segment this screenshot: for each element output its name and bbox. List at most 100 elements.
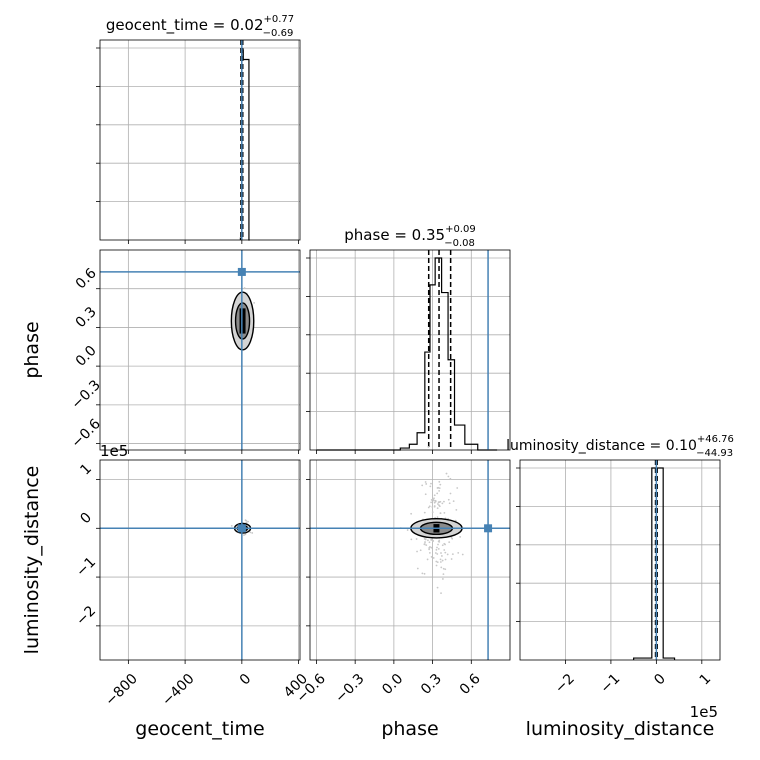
panel-ldist-phase-point-159 (430, 482, 432, 485)
hist-ph-step (316, 257, 498, 451)
panel-ldist-phase-point-109 (440, 552, 442, 554)
panel-ldist-geocent-point-10 (251, 532, 254, 534)
panel-ldist-phase-point-176 (427, 539, 429, 542)
panel-ldist-phase-point-74 (436, 516, 439, 519)
panel-ldist-geocent: −800 −400 0 400−2−101 (73, 459, 311, 709)
ylabel-luminosity_distance: luminosity_distance (21, 466, 43, 655)
panel-ldist-phase-point-113 (430, 501, 433, 504)
panel-ldist-phase-point-25 (433, 494, 436, 497)
panel-ldist-phase-point-27 (456, 487, 459, 489)
panel-ldist-phase-point-145 (438, 540, 441, 543)
panel-ldist-phase-point-42 (444, 558, 447, 561)
panel-ldist-phase-point-8 (438, 487, 441, 490)
panel-ldist-phase-border (309, 459, 511, 661)
xlabel-luminosity_distance: luminosity_distance (526, 718, 715, 740)
panel-ldist-phase-point-147 (438, 539, 441, 542)
panel-ldist-geocent-point-88 (245, 520, 248, 522)
panel-ldist-phase-point-22 (406, 529, 409, 531)
panel-ldist-phase-point-65 (432, 557, 435, 559)
panel-ldist-phase-point-131 (459, 535, 462, 538)
panel-ldist-phase-point-82 (423, 511, 426, 514)
panel-ldist-phase-point-137 (440, 555, 443, 557)
panel-ldist-phase-point-130 (448, 541, 451, 544)
panel-ldist-geocent-point-42 (247, 520, 249, 523)
panel-ldist-phase-point-121 (436, 561, 439, 564)
panel-ldist-phase-point-170 (430, 538, 432, 541)
xlabel-geocent_time: geocent_time (135, 718, 264, 740)
panel-ldist-phase-point-91 (433, 499, 435, 502)
panel-ldist-phase-point-177 (438, 490, 441, 492)
panel-ldist-phase-point-52 (436, 546, 438, 549)
panel-ldist-geocent-truth-marker (237, 524, 246, 533)
panel-ldist-geocent-point-84 (230, 524, 233, 527)
panel-ldist-phase-point-122 (455, 508, 458, 511)
panel-ldist-phase-point-164 (424, 481, 427, 483)
panel-ldist-phase-point-47 (440, 592, 442, 595)
panel-ldist-phase-point-123 (425, 483, 428, 485)
panel-ldist-phase-point-72 (436, 586, 439, 589)
panel-ldist-phase-point-154 (452, 500, 455, 503)
panel-ldist-phase-bg (310, 460, 510, 660)
panel-ldist-phase-point-14 (436, 492, 439, 495)
panel-ldist-phase-point-37 (428, 548, 431, 551)
panel-ldist-phase-point-87 (457, 551, 460, 554)
panel-ldist-phase-point-100 (426, 558, 429, 561)
panel-ldist-phase-point-129 (433, 505, 436, 507)
panel-ldist-phase-point-110 (439, 512, 442, 515)
panel-ldist-phase-point-4 (437, 543, 439, 546)
panel-ldist-phase-point-156 (442, 567, 445, 570)
panel-ldist-phase-point-71 (430, 499, 433, 501)
panel-ldist-phase-point-28 (441, 578, 444, 580)
panel-ldist-phase-point-70 (424, 541, 426, 543)
panel-ldist-phase-point-116 (439, 561, 442, 563)
panel-ldist-phase-point-150 (428, 505, 431, 508)
panel-ldist-phase-point-127 (428, 541, 431, 544)
panel-ldist-phase-point-38 (441, 502, 444, 505)
panel-ldist-phase-point-21 (441, 559, 444, 562)
panel-ldist-phase-point-160 (443, 511, 446, 514)
panel-ldist-phase-point-67 (451, 537, 454, 540)
panel-ldist-phase-point-135 (449, 492, 452, 495)
panel-ldist-phase-point-125 (448, 502, 451, 505)
panel-ldist-phase-point-73 (445, 472, 448, 475)
panel-ldist-phase-point-35 (449, 477, 452, 480)
hist-ld-border (519, 459, 721, 661)
panel-ldist-phase: −0.6 −0.3 0.0 0.3 0.6 (294, 446, 511, 706)
panel-phase-geocent: −0.6−0.30.00.30.6 (69, 249, 301, 454)
panel-ldist-phase-point-157 (435, 548, 438, 551)
panel-ldist-geocent-point-16 (243, 534, 245, 536)
panel-ldist-phase-point-111 (440, 566, 443, 569)
panel-ldist-phase-point-10 (427, 446, 430, 448)
panel-ldist-phase-point-112 (428, 551, 431, 554)
panel-ldist-phase-point-15 (434, 552, 437, 554)
panel-ldist-phase-point-140 (438, 504, 440, 507)
panel-ldist-phase-point-12 (430, 556, 433, 558)
panel-ldist-phase-point-151 (416, 567, 419, 570)
hist-gt: geocent_time = 0.02+0.77 −0.69 (96, 14, 301, 244)
panel-ldist-phase-point-84 (437, 501, 440, 504)
panel-phase-geocent-point-71 (253, 301, 256, 304)
panel-ldist-phase-point-141 (432, 540, 435, 542)
panel-ldist-phase-point-161 (443, 549, 446, 551)
panel-ldist-phase-point-108 (410, 512, 413, 515)
panel-ldist-phase-point-79 (436, 507, 439, 510)
panel-ldist-phase-point-58 (416, 550, 418, 553)
panel-ldist-phase-point-114 (442, 573, 445, 575)
panel-ldist-phase-point-24 (423, 572, 426, 575)
xlabel-phase: phase (381, 718, 438, 740)
panel-ldist-phase-point-149 (436, 487, 439, 489)
hist-ph-bg (310, 250, 510, 450)
panel-ldist-phase-point-3 (431, 506, 434, 508)
panel-ldist-phase-point-31 (437, 548, 440, 550)
panel-ldist-phase-point-105 (447, 475, 450, 478)
panel-ldist-phase-point-5 (427, 506, 430, 509)
panel-ldist-phase-point-172 (438, 480, 441, 483)
panel-ldist-phase-point-94 (430, 546, 433, 549)
panel-ldist-phase-point-85 (444, 551, 447, 554)
hist-gt-bg (100, 40, 300, 240)
panel-ldist-phase-point-76 (446, 553, 449, 556)
panel-ldist-phase-point-36 (419, 549, 422, 552)
panel-ldist-phase-point-175 (423, 543, 426, 545)
panel-ldist-phase-truth-marker (484, 524, 493, 533)
ylabel-phase: phase (21, 321, 43, 378)
